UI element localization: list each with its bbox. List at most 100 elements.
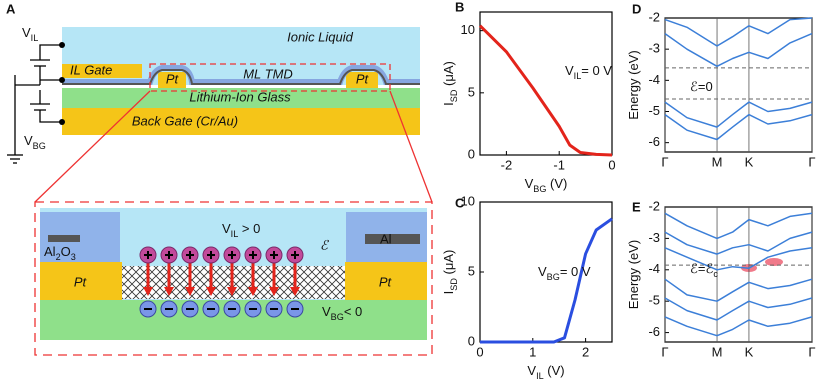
- inset-diagram: [34, 201, 433, 356]
- data-line: [480, 217, 613, 344]
- y-axis-label: ISD (μA): [441, 250, 459, 295]
- x-axis-label-part: BG: [533, 184, 546, 194]
- y-tick-label: 5: [468, 263, 475, 278]
- v-il-label-part: IL: [31, 33, 39, 43]
- panel-label: B: [455, 0, 464, 14]
- x-tick-label: K: [745, 344, 754, 359]
- tmd-layer: [62, 69, 420, 85]
- plus-sign: [228, 251, 236, 259]
- v-bg-label-part: < 0: [344, 304, 362, 319]
- charges: [139, 246, 304, 318]
- terminal: [59, 119, 65, 125]
- il-gate: [62, 64, 142, 78]
- plus-sign: [270, 251, 278, 259]
- plus-sign: [291, 251, 299, 259]
- y-axis-label-part: (μA): [441, 250, 456, 278]
- pt-electrode: [345, 262, 427, 300]
- annotation-part: BG: [547, 272, 560, 282]
- encapsulation: [62, 65, 420, 85]
- panel-label: E: [632, 199, 641, 214]
- y-axis-label-part: Energy (eV): [626, 240, 641, 309]
- y-tick-label: -2: [648, 198, 660, 213]
- band: [664, 113, 813, 141]
- v-il-label-part: V: [222, 221, 231, 236]
- ionic-liquid: Ionic Liquid: [287, 29, 354, 44]
- band: [664, 101, 813, 128]
- x-tick-label: 0: [476, 344, 483, 359]
- field-symbol: ℰ: [320, 237, 329, 252]
- al2o3-label: Al2O3: [44, 244, 76, 262]
- x-tick-label: -1: [553, 157, 565, 172]
- annotation: VBG= 0 V: [538, 264, 591, 282]
- arrow-head: [185, 287, 195, 296]
- y-tick-label: -6: [648, 324, 660, 339]
- band: [664, 32, 813, 68]
- y-axis-label: Energy (eV): [626, 50, 641, 119]
- v-il-label: VIL: [22, 25, 38, 43]
- annotation-part: V: [538, 264, 547, 279]
- panel-label: D: [632, 1, 641, 16]
- annotation-part: = 0 V: [560, 264, 591, 279]
- device-diagram: [7, 27, 433, 203]
- x-tick-label: M: [712, 344, 723, 359]
- v-bg-label-part: BG: [33, 141, 46, 151]
- glass-layer: [62, 88, 420, 108]
- x-axis-label-part: (V): [546, 176, 567, 191]
- y-tick-label: -4: [648, 261, 660, 276]
- v-bg-label: VBG: [24, 133, 46, 151]
- annotation-part: V: [565, 63, 574, 78]
- data-line: [478, 24, 613, 157]
- back-gate: Back Gate (Cr/Au): [132, 113, 238, 128]
- panel-label: A: [6, 1, 16, 16]
- ml-tmd: ML TMD: [243, 66, 293, 81]
- al-bar: [48, 235, 80, 242]
- x-axis-label-part: V: [527, 363, 536, 378]
- y-axis-label-part: I: [441, 291, 456, 295]
- y-tick-label: 10: [461, 22, 475, 37]
- x-axis-label: VBG (V): [525, 176, 568, 194]
- band: [664, 278, 813, 302]
- y-tick-label: -4: [648, 72, 660, 87]
- y-tick-label: -2: [648, 9, 660, 24]
- arrow-head: [164, 287, 174, 296]
- pt-electrode: [40, 262, 122, 300]
- il-gate: IL Gate: [70, 62, 112, 77]
- annotation-part: = 0 V: [581, 63, 612, 78]
- arrow-head: [143, 287, 153, 296]
- x-tick-label: K: [745, 154, 754, 169]
- terminal: [59, 42, 65, 48]
- annotation-part: ℰ=ℰ: [690, 261, 713, 276]
- annotation-part: IL: [574, 71, 582, 81]
- y-axis-label-part: SD: [449, 278, 459, 291]
- pocket: [765, 258, 783, 266]
- y-tick-label: 0: [468, 146, 475, 161]
- x-tick-label: M: [712, 154, 723, 169]
- y-tick-label: 10: [461, 193, 475, 208]
- plus-sign: [249, 251, 257, 259]
- annotation-part: ℰ=0: [690, 79, 713, 94]
- arrow-head: [290, 287, 300, 296]
- y-axis-label: Energy (eV): [626, 240, 641, 309]
- v-il-label-part: > 0: [238, 221, 260, 236]
- v-bg-label-part: V: [322, 304, 331, 319]
- al2o3-label-part: O: [61, 244, 71, 259]
- y-tick-label: -3: [648, 230, 660, 245]
- al2o3-label-part: Al: [44, 244, 56, 259]
- v-bg-label: VBG< 0: [322, 304, 362, 322]
- x-axis-label-part: (V): [544, 363, 565, 378]
- al2o3-label-part: 2: [56, 252, 61, 262]
- arrow-head: [206, 287, 216, 296]
- band: [664, 316, 813, 337]
- v-bg-label-part: BG: [331, 312, 344, 322]
- y-tick-label: -6: [648, 134, 660, 149]
- pt-left: Pt: [166, 71, 180, 86]
- terminal: [59, 77, 65, 83]
- x-tick-label: 1: [529, 344, 536, 359]
- zoom-line: [34, 90, 151, 203]
- inset-frame: [34, 201, 433, 356]
- pt-right: Pt: [356, 71, 370, 86]
- plus-sign: [186, 251, 194, 259]
- y-axis-label-part: SD: [449, 89, 459, 102]
- v-il-label-part: IL: [231, 229, 239, 239]
